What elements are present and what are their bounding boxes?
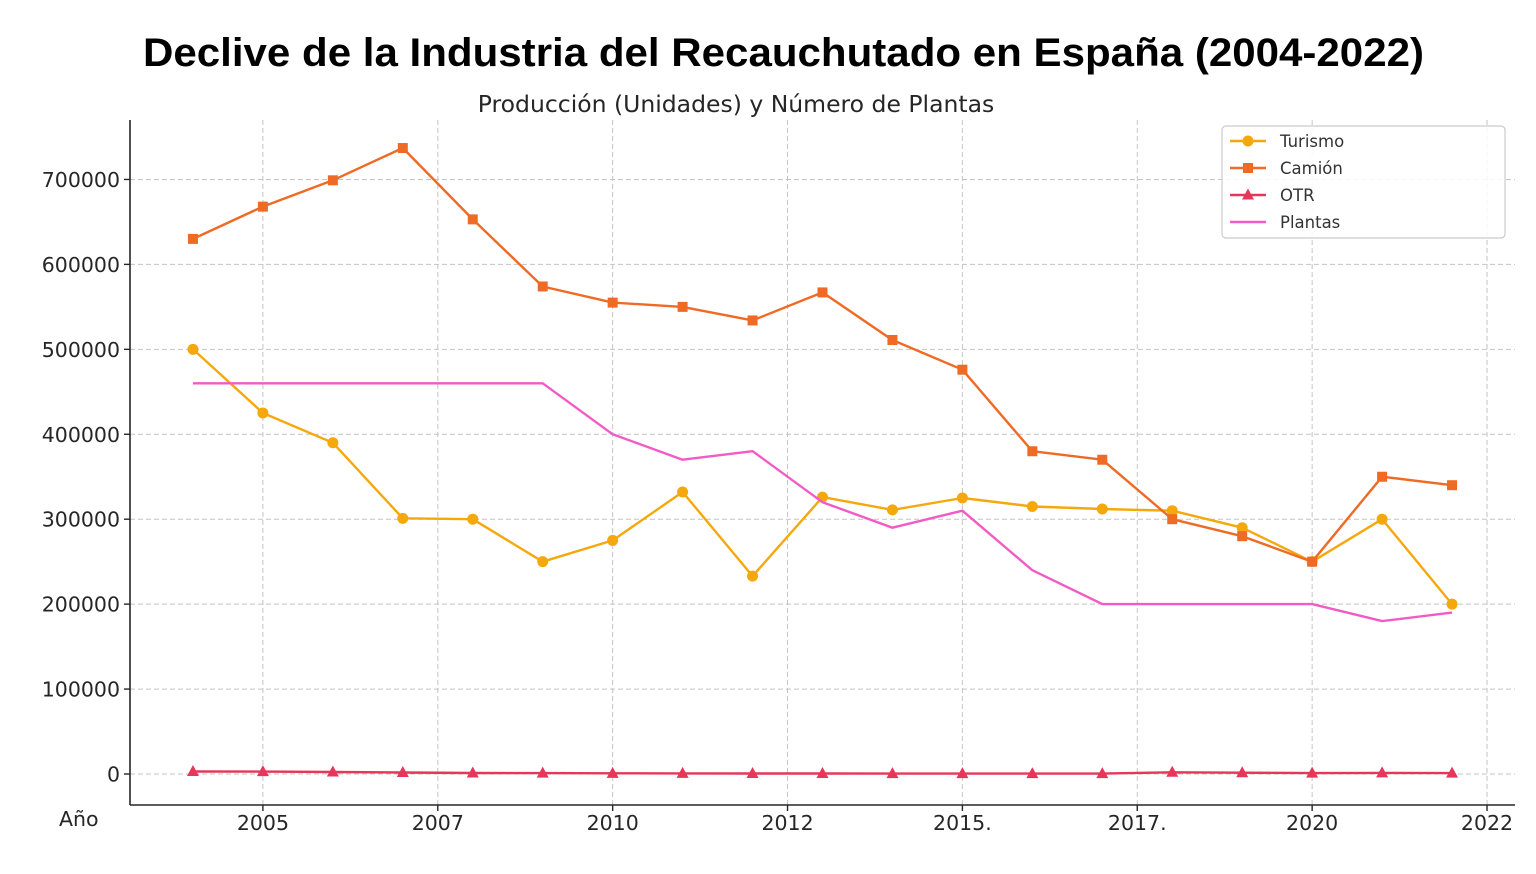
data-point-turismo xyxy=(677,486,689,498)
series-camion xyxy=(187,143,1458,567)
legend-label-plantas: Plantas xyxy=(1280,213,1340,232)
data-point-turismo xyxy=(1026,500,1038,512)
legend-entry-camion: Camión xyxy=(1230,159,1343,178)
data-point-otr xyxy=(676,766,689,778)
legend: Turismo Camión OTR Plantas xyxy=(1221,125,1506,239)
data-point-otr xyxy=(256,765,269,777)
series-line-plantas xyxy=(193,382,1453,623)
legend-box xyxy=(1221,125,1506,239)
legend-entry-otr: OTR xyxy=(1230,186,1315,205)
data-point-turismo xyxy=(956,492,968,504)
data-point-otr xyxy=(956,767,969,779)
data-point-camion xyxy=(607,297,618,308)
data-point-otr xyxy=(326,765,339,777)
data-point-turismo xyxy=(1236,522,1248,534)
x-tick-label: 2020 xyxy=(1286,811,1338,835)
data-point-otr xyxy=(746,766,759,778)
legend-entry-turismo: Turismo xyxy=(1230,132,1344,151)
series-otr xyxy=(186,764,1459,779)
data-point-turismo xyxy=(467,513,479,525)
y-tick-label: 500000 xyxy=(42,338,120,362)
x-tick-label: 2005 xyxy=(237,811,289,835)
y-tick-label: 0 xyxy=(107,762,120,786)
data-point-camion xyxy=(1377,471,1388,482)
data-point-camion xyxy=(1447,480,1458,491)
y-tick-label: 200000 xyxy=(42,593,120,617)
data-point-turismo xyxy=(537,556,549,568)
data-point-otr xyxy=(816,766,829,778)
data-point-otr xyxy=(396,765,409,777)
data-point-turismo xyxy=(1096,503,1108,515)
data-point-otr xyxy=(186,764,199,776)
x-axis-label: Año xyxy=(59,807,99,831)
legend-entry-plantas: Plantas xyxy=(1230,213,1340,232)
data-point-camion xyxy=(1167,514,1178,525)
data-point-camion xyxy=(1307,556,1318,567)
data-point-otr xyxy=(1306,766,1319,778)
data-point-camion xyxy=(397,143,408,154)
legend-label-turismo: Turismo xyxy=(1279,132,1344,151)
data-point-turismo xyxy=(1376,513,1388,525)
y-tick-label: 700000 xyxy=(42,168,120,192)
data-point-camion xyxy=(957,364,968,375)
data-point-camion xyxy=(817,287,828,298)
plot-area xyxy=(186,143,1459,779)
data-point-camion xyxy=(677,301,688,312)
data-point-turismo xyxy=(327,437,339,449)
x-tick-label: 2022 xyxy=(1461,811,1513,835)
data-point-camion xyxy=(1027,446,1038,457)
data-point-camion xyxy=(467,214,478,225)
data-point-otr xyxy=(886,767,899,779)
data-point-camion xyxy=(327,175,338,186)
data-point-camion xyxy=(187,233,198,244)
data-point-camion xyxy=(537,281,548,292)
series-plantas xyxy=(193,382,1453,623)
data-point-turismo xyxy=(886,504,898,516)
data-point-turismo xyxy=(747,570,759,582)
data-point-otr xyxy=(1096,767,1109,779)
y-tick-label: 400000 xyxy=(42,423,120,447)
data-point-otr xyxy=(1376,766,1389,778)
data-point-turismo xyxy=(397,512,409,524)
data-point-camion xyxy=(887,334,898,345)
axes: 0 100000 200000 300000 400000 500000 600000 700… xyxy=(42,120,1515,835)
x-tick-label: 2012 xyxy=(761,811,813,835)
data-point-otr xyxy=(606,766,619,778)
data-point-camion xyxy=(747,315,758,326)
data-point-otr xyxy=(536,766,549,778)
y-tick-label: 600000 xyxy=(42,253,120,277)
x-tick-label: 2015. xyxy=(933,811,992,835)
data-point-otr xyxy=(1446,766,1459,778)
legend-marker-camion xyxy=(1243,163,1253,173)
data-point-camion xyxy=(1237,531,1248,542)
data-point-otr xyxy=(1236,766,1249,778)
data-point-turismo xyxy=(1166,505,1178,517)
data-point-turismo xyxy=(607,534,619,546)
x-tick-label: 2007 xyxy=(412,811,464,835)
y-tick-label: 300000 xyxy=(42,508,120,532)
y-tick-label: 100000 xyxy=(42,678,120,702)
legend-label-otr: OTR xyxy=(1280,186,1315,205)
legend-marker-otr xyxy=(1242,188,1254,200)
legend-label-camion: Camión xyxy=(1280,159,1343,178)
chart-title: Declive de la Industria del Recauchutado… xyxy=(143,31,1424,75)
data-point-camion xyxy=(1097,454,1108,465)
data-point-otr xyxy=(1166,765,1179,777)
data-point-turismo xyxy=(1446,598,1458,610)
x-tick-label: 2010 xyxy=(587,811,639,835)
data-point-turismo xyxy=(257,407,269,419)
data-point-otr xyxy=(1026,767,1039,779)
data-point-otr xyxy=(466,766,479,778)
x-tick-label: 2017. xyxy=(1108,811,1167,835)
chart-subtitle: Producción (Unidades) y Número de Planta… xyxy=(478,90,994,118)
data-point-camion xyxy=(257,201,268,212)
legend-marker-turismo xyxy=(1242,135,1254,147)
data-point-turismo xyxy=(187,343,199,355)
series-line-turismo xyxy=(192,348,1453,605)
